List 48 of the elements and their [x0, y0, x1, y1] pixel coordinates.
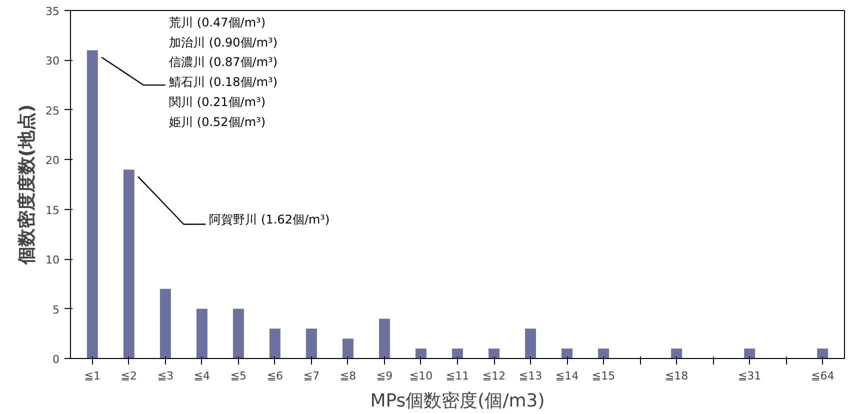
y-tick-label: 15 — [46, 204, 60, 217]
bar — [160, 288, 171, 358]
bar — [342, 338, 354, 358]
x-tick-label: ≦10 — [409, 370, 433, 382]
y-tick-label: 0 — [52, 353, 60, 366]
y-tick-label: 35 — [46, 5, 60, 18]
annotation: 荒川 (0.47個/m³) 加治川 (0.90個/m³) 信濃川 (0.87個/m³) 鯖石川 (0.18個/m³) 関川 (0.21個/m³) 姫川 (0.52個/m³) — [169, 15, 278, 129]
y-axis-title: 個数密度度数(地点) — [16, 104, 38, 266]
bar — [488, 348, 500, 358]
bar — [562, 348, 573, 358]
bar — [123, 170, 134, 358]
annotation: 阿賀野川 (1.62個/m³) — [209, 212, 330, 226]
x-tick-label: ≦5 — [230, 370, 247, 382]
y-tick-label: 5 — [52, 303, 60, 316]
x-axis-title: MPs個数密度(個/m3) — [370, 390, 545, 412]
bar — [452, 348, 463, 358]
bar — [232, 308, 244, 358]
bar — [817, 348, 828, 358]
bar — [196, 308, 208, 358]
bar — [379, 318, 390, 358]
x-tick-label: ≦3 — [157, 370, 174, 382]
y-tick-label: 25 — [46, 104, 60, 118]
x-tick-label: ≦64 — [810, 370, 834, 382]
bar — [416, 348, 426, 358]
x-tick-label: ≦1 — [84, 370, 101, 382]
x-tick-label: ≦13 — [518, 370, 542, 382]
x-tick-label: ≦2 — [120, 370, 138, 382]
x-tick-label: ≦31 — [738, 370, 762, 382]
bar — [269, 328, 280, 358]
x-tick-label: ≦11 — [446, 370, 470, 382]
x-tick-label: ≦8 — [340, 370, 356, 382]
bar — [525, 328, 536, 358]
x-tick-label: ≦15 — [592, 370, 616, 382]
x-tick-label: ≦6 — [266, 370, 284, 382]
x-tick-label: ≦7 — [303, 370, 320, 382]
y-tick-label: 20 — [46, 154, 60, 168]
x-tick-label: ≦14 — [555, 370, 579, 382]
x-tick-label: ≦12 — [482, 370, 506, 382]
y-tick-label: 10 — [46, 254, 60, 267]
bar — [744, 348, 756, 358]
x-tick-label: ≦18 — [664, 370, 688, 382]
bar — [671, 348, 682, 358]
x-tick-label: ≦4 — [194, 370, 210, 382]
bar — [306, 328, 317, 358]
y-tick-label: 30 — [46, 54, 60, 68]
bar — [598, 348, 610, 358]
bar — [86, 50, 98, 358]
x-tick-label: ≦9 — [376, 370, 393, 382]
